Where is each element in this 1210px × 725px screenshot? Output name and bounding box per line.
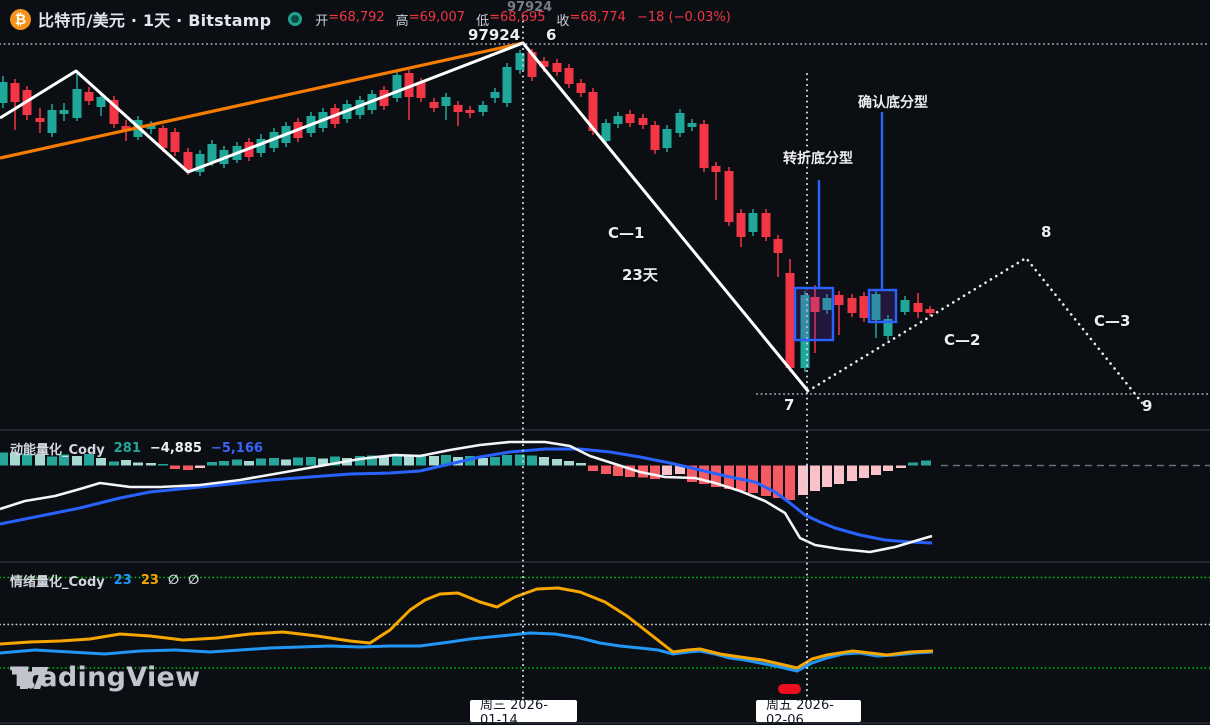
point-8-label[interactable]: 8 [1041,223,1052,241]
close-value: 68,774 [580,9,626,25]
point-7-label[interactable]: 7 [784,396,795,414]
trend-lines [0,41,1145,406]
wave-c1-label[interactable]: C—1 [608,224,645,242]
tradingview-logo-icon [12,667,49,689]
symbol-title[interactable]: 比特币/美元 · 1天 · Bitstamp [38,11,272,30]
point-9-label[interactable]: 9 [1142,397,1153,415]
sentiment-panel-legend: 情绪量化_Cody 23 23 ∅ ∅ [10,571,199,590]
momentum-lines [0,440,933,554]
open-label: 开 [315,13,329,29]
momentum-panel-legend: 动能量化_Cody 281 −4,885 −5,166 [10,439,263,458]
market-status-icon[interactable] [288,12,303,26]
open-value: 68,792 [339,9,385,25]
sentiment-indicator-title[interactable]: 情绪量化_Cody [10,575,105,590]
wave-c2-label[interactable]: C—2 [944,331,981,349]
tradingview-logo[interactable]: TradingView [10,662,200,693]
red-session-marker [778,684,801,694]
wave-c3-label[interactable]: C—3 [1094,312,1131,330]
low-value: 68,695 [500,9,546,25]
sentiment-marker [778,684,801,694]
high-value: 69,007 [419,9,466,25]
low-label: 低 [476,13,490,29]
sentiment-value-1: 23 [113,573,132,588]
change-value: −18 (−0.03%) [636,9,731,25]
vertical-dotted-lines [522,15,808,701]
momentum-indicator-title[interactable]: 动能量化_Cody [10,443,105,458]
momentum-value-3: −5,166 [210,441,263,456]
sentiment-value-4: ∅ [188,573,200,588]
sentiment-lines [0,586,934,673]
fractal-annotations [793,112,898,342]
confirm-bottom-fractal-label[interactable]: 确认底分型 [858,95,928,111]
sentiment-value-2: 23 [140,573,159,588]
fractal-highlight-box [793,286,835,342]
point-6-label[interactable]: 6 [546,26,557,44]
turn-bottom-fractal-label[interactable]: 转折底分型 [783,151,853,167]
bitcoin-icon: ₿ [10,8,31,30]
sentiment-value-3: ∅ [167,573,180,588]
symbol-header: ₿ 比特币/美元 · 1天 · Bitstamp 开 =68,792 高 =69,0… [10,7,731,31]
fractal-highlight-box [867,288,898,324]
panel-separators [0,429,1210,724]
momentum-value-2: −4,885 [149,441,202,456]
price-tag-gray: 97924 [507,0,553,15]
days-23-label[interactable]: 23天 [622,266,658,284]
momentum-histogram [0,452,931,500]
date-label-2: 周五 2026-02-06 [756,698,861,725]
high-label: 高 [395,13,409,29]
ohlc-readout: 开 =68,792 高 =69,007 低 =68,695 收 =68,774 −18 … [315,9,731,29]
close-label: 收 [556,13,570,29]
date-label-1: 周三 2026-01-14 [470,698,577,725]
momentum-value-1: 281 [113,441,141,456]
peak-price-label[interactable]: 97924 [468,26,521,44]
